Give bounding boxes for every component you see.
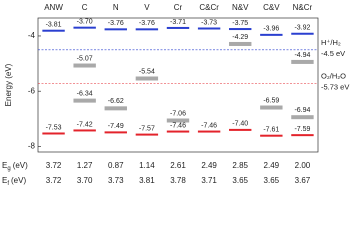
band-edge (42, 132, 65, 135)
impurity-label: -6.59 (263, 97, 279, 104)
row-unit: (eV) (13, 161, 28, 170)
band-edge-label: -3.96 (263, 26, 279, 33)
table-cell: 2.61 (170, 161, 186, 170)
table-cell: 2.49 (264, 161, 280, 170)
table-cell: 3.70 (77, 176, 93, 185)
band-edge-label: -7.61 (263, 127, 279, 134)
band-edge (260, 33, 283, 36)
impurity-level (229, 41, 252, 46)
table-cell: 3.72 (46, 176, 62, 185)
row-symbol: E (2, 176, 7, 185)
band-edge-label: -3.75 (232, 20, 248, 27)
table-cell: 3.71 (201, 176, 217, 185)
impurity-level (104, 106, 127, 111)
band-edge-label: -3.92 (294, 25, 310, 32)
table-cell: 3.81 (139, 176, 155, 185)
band-edge-label: -3.76 (108, 20, 124, 27)
band-edge (291, 134, 314, 137)
band-edge (42, 29, 65, 32)
band-edge-label: -7.42 (77, 121, 93, 128)
category-label: V (144, 3, 150, 12)
impurity-label: -4.29 (232, 34, 248, 41)
row-symbol: E (2, 161, 7, 170)
band-edge-label: -7.40 (232, 121, 248, 128)
band-edge-label: -3.76 (139, 20, 155, 27)
reference-name: O₂/H₂O (321, 72, 346, 81)
band-edge-label: -7.57 (139, 125, 155, 132)
band-edge-label: -7.46 (170, 122, 186, 129)
row-unit: (eV) (11, 176, 26, 185)
band-edge-label: -3.71 (170, 19, 186, 26)
table-cell: 1.27 (77, 161, 93, 170)
band-edge-label: -3.73 (201, 19, 217, 26)
row-label: Eg (eV) (2, 161, 28, 171)
impurity-level (291, 115, 314, 120)
band-edge (73, 129, 96, 132)
table-cell: 0.87 (108, 161, 124, 170)
band-edge-label: -3.70 (77, 19, 93, 26)
reference-label: -4.5 eV (321, 49, 345, 58)
impurity-label: -5.07 (77, 55, 93, 62)
category-label: N&V (232, 3, 249, 12)
band-edge (291, 32, 314, 35)
impurity-label: -7.06 (170, 110, 186, 117)
impurity-label: -6.34 (77, 90, 93, 97)
band-edge (197, 27, 221, 30)
row-label: Ef (eV) (2, 176, 26, 186)
band-edge (197, 130, 221, 133)
category-label: C&V (263, 3, 280, 12)
impurity-label: -5.54 (139, 68, 155, 75)
impurity-label: -6.62 (108, 98, 124, 105)
plot-frame (37, 17, 319, 153)
table-cell: 3.78 (170, 176, 186, 185)
band-edge-label: -7.46 (201, 122, 217, 129)
band-edge (104, 131, 127, 134)
table-cell: 1.14 (139, 161, 155, 170)
band-edge-label: -3.81 (46, 22, 62, 29)
band-edge (104, 28, 127, 31)
table-cell: 3.65 (264, 176, 280, 185)
band-edge-label: -7.59 (294, 126, 310, 133)
table-cell: 2.00 (295, 161, 311, 170)
y-tick-label: -4 (28, 31, 36, 40)
row-subscript: f (7, 181, 9, 187)
band-edge (166, 130, 190, 133)
band-edge-label: -7.49 (108, 123, 124, 130)
impurity-level (166, 118, 190, 123)
impurity-level (73, 98, 96, 103)
impurity-level (73, 63, 96, 68)
table-cell: 2.85 (232, 161, 248, 170)
band-edge (135, 28, 159, 31)
y-tick-label: -8 (28, 142, 36, 151)
reference-label: -5.73 eV (321, 83, 349, 92)
category-label: N&Cr (293, 3, 313, 12)
impurity-level (291, 59, 314, 64)
table-cell: 3.73 (108, 176, 124, 185)
category-label: C&Cr (199, 3, 219, 12)
band-edge (166, 26, 190, 29)
table-cell: 3.72 (46, 161, 62, 170)
band-edge (135, 133, 159, 136)
band-edge (229, 28, 252, 31)
impurity-level (135, 76, 159, 81)
band-edge-label: -7.53 (46, 124, 62, 131)
chart: Energy (eV) -4 -6 -8 ANW C N V Cr C&Cr N&V C&V N&Cr… (2, 3, 349, 186)
band-edge (73, 26, 96, 29)
row-subscript: g (7, 166, 10, 172)
table-cell: 3.65 (232, 176, 248, 185)
band-edge (260, 134, 283, 137)
y-tick-label: -6 (28, 86, 36, 95)
reference-name: H⁺/H₂ (321, 38, 341, 47)
category-label: Cr (174, 3, 183, 12)
band-edge (229, 128, 252, 131)
category-label: C (82, 3, 88, 12)
table-cell: 3.67 (295, 176, 311, 185)
category-label: ANW (44, 3, 63, 12)
impurity-label: -4.94 (294, 52, 310, 59)
y-axis-label: Energy (eV) (4, 63, 13, 106)
category-label: N (113, 3, 119, 12)
impurity-level (260, 105, 283, 110)
impurity-label: -6.94 (294, 107, 310, 114)
table-cell: 2.49 (201, 161, 217, 170)
